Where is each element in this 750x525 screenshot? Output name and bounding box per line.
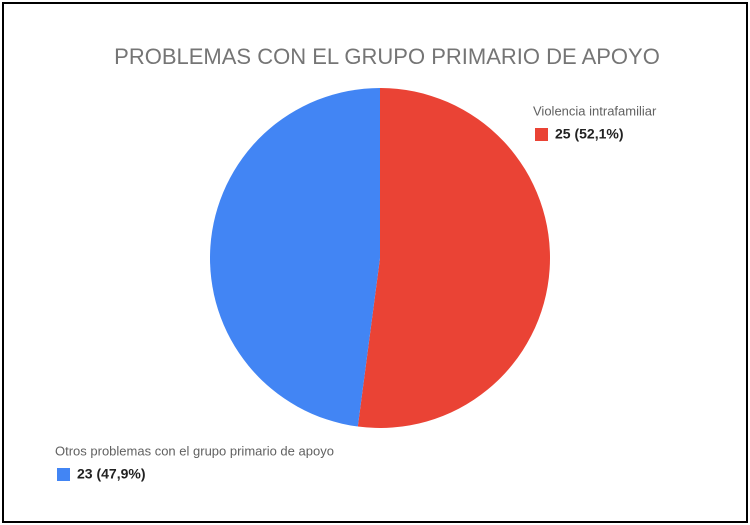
legend-swatch	[535, 128, 548, 141]
pie-slice	[209, 88, 380, 427]
legend-swatch	[57, 468, 70, 481]
slice-label: Violencia intrafamiliar	[533, 103, 657, 118]
value-label: 23 (47,9%)	[77, 466, 145, 482]
pie-slice	[357, 88, 550, 428]
chart-title: PROBLEMAS CON EL GRUPO PRIMARIO DE APOYO	[114, 44, 660, 69]
value-label: 25 (52,1%)	[555, 126, 623, 142]
slice-label: Otros problemas con el grupo primario de…	[55, 443, 334, 458]
